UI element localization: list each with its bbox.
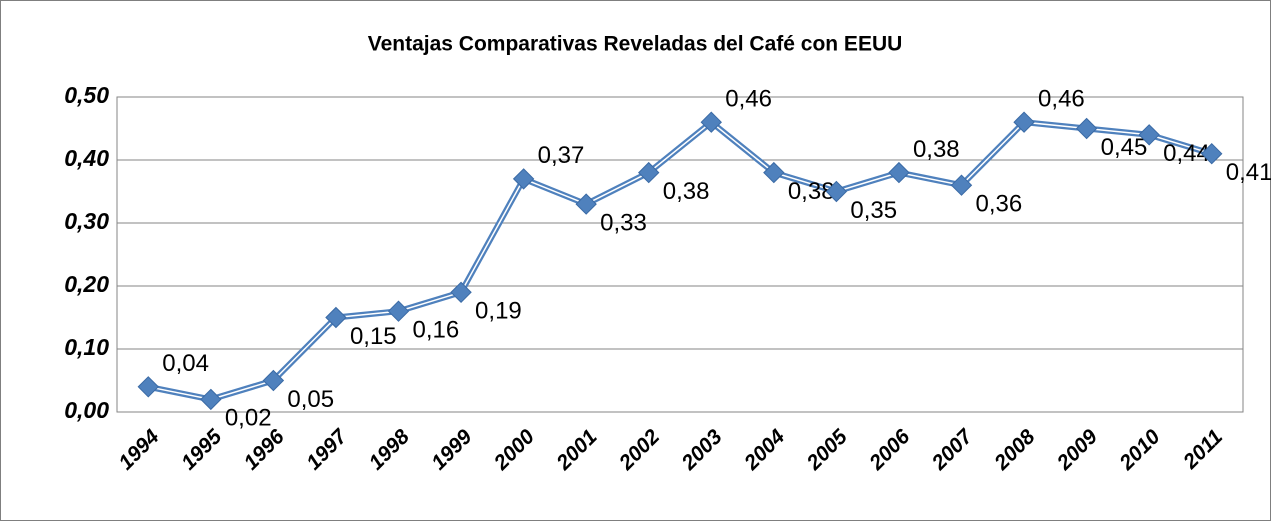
data-label: 0,46 [1038, 86, 1085, 113]
data-label: 0,04 [162, 350, 209, 377]
data-marker [638, 161, 660, 184]
data-marker [262, 369, 285, 392]
data-marker [1138, 124, 1160, 146]
y-tick-label: 0,30 [64, 208, 109, 234]
data-label: 0,19 [475, 298, 522, 325]
data-marker [137, 376, 159, 398]
data-label: 0,41 [1226, 159, 1271, 186]
data-marker [575, 193, 597, 215]
data-marker [825, 180, 848, 203]
data-marker [387, 300, 410, 322]
data-marker [1075, 117, 1098, 140]
data-marker [1013, 111, 1035, 133]
data-marker [700, 111, 722, 133]
data-label: 0,38 [913, 136, 960, 163]
data-label: 0,16 [413, 317, 460, 344]
data-label: 0,36 [976, 191, 1023, 218]
data-marker [888, 161, 910, 184]
y-tick-label: 0,20 [64, 271, 109, 297]
data-marker [200, 388, 222, 411]
y-tick-label: 0,10 [64, 334, 109, 360]
y-tick-label: 0,40 [64, 145, 109, 171]
data-label: 0,38 [663, 178, 710, 205]
data-label: 0,02 [225, 405, 272, 432]
data-marker [325, 306, 347, 329]
data-label: 0,15 [350, 323, 397, 350]
data-label: 0,45 [1101, 134, 1148, 161]
data-label: 0,35 [850, 197, 897, 224]
data-marker [950, 174, 973, 196]
chart-title: Ventajas Comparativas Reveladas del Café… [368, 33, 903, 56]
data-marker [1201, 142, 1223, 165]
data-marker [763, 161, 785, 184]
y-tick-label: 0,50 [64, 82, 109, 108]
data-label: 0,46 [725, 86, 772, 113]
data-marker [512, 168, 535, 190]
data-label: 0,05 [287, 386, 334, 413]
y-tick-label: 0,00 [64, 397, 109, 423]
data-label: 0,33 [600, 209, 647, 236]
data-label: 0,37 [538, 142, 585, 169]
data-marker [450, 281, 472, 304]
